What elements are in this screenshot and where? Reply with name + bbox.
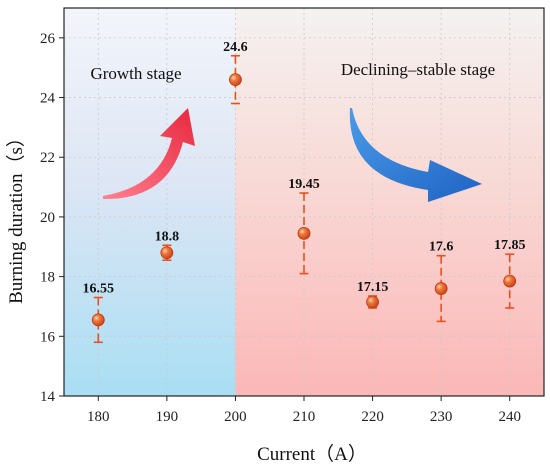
data-value-label: 17.15 <box>357 280 389 295</box>
declining-arrow-icon <box>349 108 482 202</box>
data-point-marker <box>229 73 242 87</box>
growth-stage-label: Growth stage <box>90 64 181 83</box>
data-point-marker <box>297 226 311 240</box>
x-tick-label: 180 <box>87 409 110 425</box>
x-tick-label: 220 <box>361 409 384 425</box>
x-tick-label: 210 <box>293 409 316 425</box>
data-point-marker <box>160 246 174 260</box>
growth-stage-background <box>64 8 236 396</box>
y-tick-label: 26 <box>40 31 56 47</box>
data-value-label: 24.6 <box>223 40 248 55</box>
y-tick-label: 24 <box>40 91 56 107</box>
data-point-marker <box>91 313 105 327</box>
data-point-marker <box>434 282 448 295</box>
data-points <box>91 73 517 327</box>
data-value-label: 19.45 <box>288 177 320 192</box>
x-tick-label: 230 <box>430 409 453 425</box>
y-tick-label: 14 <box>40 389 56 405</box>
y-tick-label: 20 <box>40 210 55 226</box>
stage-labels: Growth stage Declining–stable stage <box>90 60 495 83</box>
data-value-label: 18.8 <box>155 229 180 244</box>
trend-arrows <box>103 108 482 202</box>
declining-stage-label: Declining–stable stage <box>341 60 495 79</box>
declining-stage-background <box>235 8 544 396</box>
growth-arrow-icon <box>103 108 195 200</box>
plot-backgrounds <box>64 8 544 396</box>
x-tick-label: 190 <box>156 409 179 425</box>
data-value-label: 16.55 <box>83 282 115 297</box>
data-value-label: 17.6 <box>429 240 454 255</box>
data-value-label: 17.85 <box>494 238 526 253</box>
x-tick-label: 200 <box>224 409 247 425</box>
y-tick-label: 16 <box>40 329 56 345</box>
y-tick-label: 22 <box>40 150 55 166</box>
y-axis: 14 16 18 20 22 24 26 <box>40 31 64 405</box>
y-axis-title: Burning duration（s） <box>5 128 27 304</box>
x-tick-label: 240 <box>498 409 521 425</box>
x-axis-title: Current（A） <box>257 443 367 465</box>
x-axis: 180 190 200 210 220 230 240 <box>87 396 521 425</box>
data-point-marker <box>503 274 517 288</box>
data-labels: 16.55 18.8 24.6 19.45 17.15 17.6 17.85 <box>83 40 526 297</box>
data-point-marker <box>366 295 379 309</box>
y-tick-label: 18 <box>40 270 55 286</box>
